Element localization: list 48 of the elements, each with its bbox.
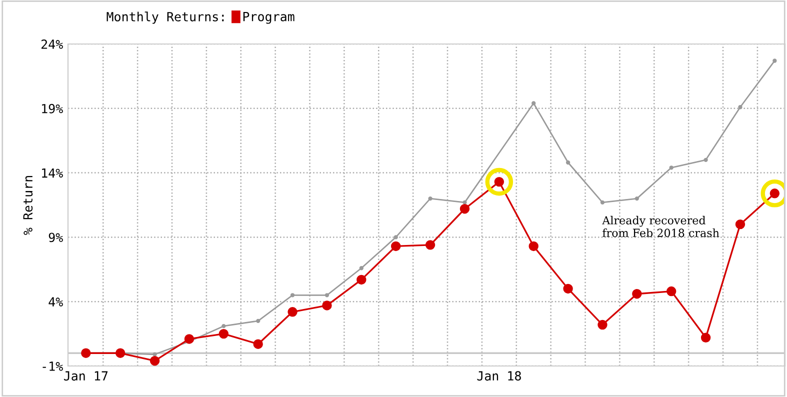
point <box>563 284 573 294</box>
point <box>700 332 711 343</box>
point <box>598 320 608 330</box>
point <box>150 356 160 366</box>
point <box>669 166 674 170</box>
y-tick-label: -1% <box>42 362 63 371</box>
point <box>81 348 91 358</box>
point <box>462 200 467 205</box>
point <box>738 105 742 110</box>
legend-label: Program <box>243 12 294 24</box>
point <box>222 324 226 328</box>
point <box>290 293 295 298</box>
y-tick-label: 14% <box>42 168 63 178</box>
point <box>322 300 332 310</box>
point <box>600 200 605 205</box>
point <box>359 266 364 270</box>
point <box>218 328 229 339</box>
point <box>253 339 263 349</box>
point <box>428 196 432 201</box>
x-tick-label: Jan 18 <box>477 371 521 381</box>
point <box>184 334 194 344</box>
point <box>634 196 639 201</box>
point <box>356 274 366 285</box>
x-tick-label: Jan 17 <box>64 371 108 381</box>
point <box>394 235 398 240</box>
y-axis-title: % Return <box>23 176 33 235</box>
point <box>666 286 676 296</box>
y-tick-label: 4% <box>48 297 63 306</box>
point <box>425 240 436 250</box>
legend-title: Monthly Returns: <box>106 12 224 24</box>
point <box>324 293 330 298</box>
annotation: Already recovered from Feb 2018 crash <box>602 216 720 238</box>
point <box>704 158 708 162</box>
point <box>390 241 401 252</box>
point <box>566 160 570 165</box>
point <box>152 352 157 356</box>
y-tick-label: 9% <box>48 232 63 242</box>
y-tick-label: 24% <box>41 40 63 49</box>
point <box>735 219 746 230</box>
point <box>772 58 777 63</box>
point <box>256 318 260 324</box>
point <box>115 348 126 358</box>
point <box>460 204 470 214</box>
point <box>632 289 642 299</box>
y-tick-label: 19% <box>42 104 63 114</box>
point <box>532 101 536 106</box>
point <box>528 241 538 252</box>
point <box>288 307 298 317</box>
